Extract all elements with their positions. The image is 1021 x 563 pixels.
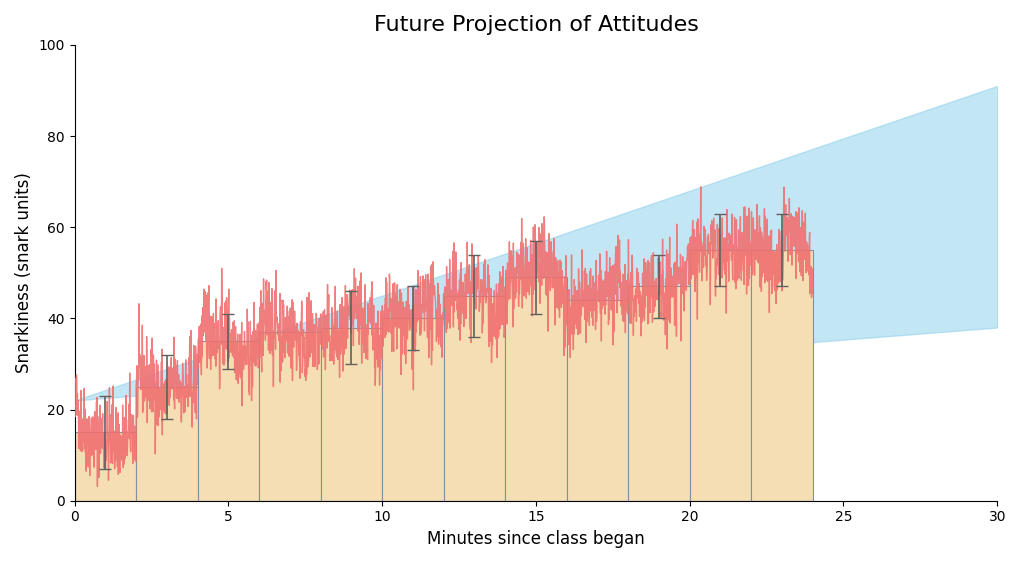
Bar: [382, 319, 444, 501]
Bar: [567, 300, 628, 501]
Bar: [75, 432, 136, 501]
Bar: [751, 250, 813, 501]
Bar: [505, 278, 567, 501]
Title: Future Projection of Attitudes: Future Projection of Attitudes: [374, 15, 698, 35]
Bar: [321, 328, 382, 501]
Bar: [136, 387, 198, 501]
Bar: [628, 287, 690, 501]
Bar: [444, 296, 505, 501]
Y-axis label: Snarkiness (snark units): Snarkiness (snark units): [15, 172, 33, 373]
Bar: [259, 332, 321, 501]
X-axis label: Minutes since class began: Minutes since class began: [427, 530, 645, 548]
Bar: [198, 341, 259, 501]
Bar: [690, 250, 751, 501]
